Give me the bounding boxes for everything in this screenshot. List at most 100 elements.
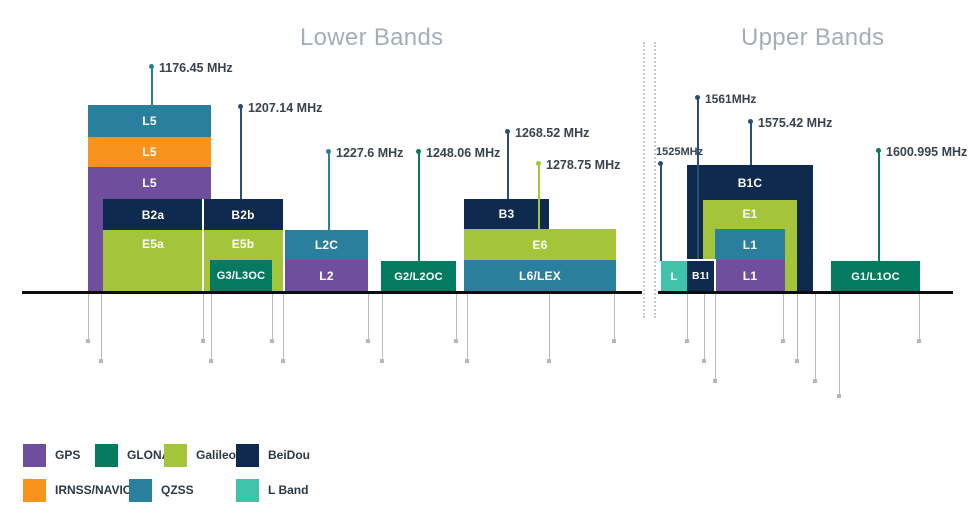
- lower-axis-baseline: [22, 291, 642, 294]
- freq-marker-label: 1278.75 MHz: [546, 158, 621, 172]
- axis-tick-line: [272, 294, 273, 341]
- band-block-qzss-l1: L1: [715, 229, 785, 260]
- freq-marker-dot: [505, 129, 510, 134]
- freq-marker-line: [538, 164, 540, 229]
- axis-tick-dot: [795, 359, 799, 363]
- axis-tick-dot: [917, 339, 921, 343]
- axis-tick-dot: [86, 339, 90, 343]
- band-block-qzss-l5: L5: [88, 105, 211, 137]
- legend-label-galileo: Galileo: [196, 448, 237, 462]
- axis-tick-dot: [380, 359, 384, 363]
- band-label-gps-l5: L5: [142, 176, 157, 190]
- axis-tick-dot: [270, 339, 274, 343]
- axis-tick-line: [919, 294, 920, 341]
- axis-tick-dot: [813, 379, 817, 383]
- band-block-beidou-b2b: B2b: [203, 199, 283, 230]
- axis-tick-dot: [685, 339, 689, 343]
- band-label-gps-l2: L2: [319, 269, 334, 283]
- band-block-gps-l2: L2: [285, 260, 368, 292]
- legend-swatch-beidou: [236, 444, 259, 467]
- band-block-glonass-g3: G3/L3OC: [210, 260, 272, 292]
- freq-marker-line: [697, 98, 699, 259]
- legend-label-lband: L Band: [268, 483, 309, 497]
- freq-marker-label: 1575.42 MHz: [758, 116, 833, 130]
- freq-marker-label: 1561MHz: [705, 92, 757, 106]
- freq-marker-label: 1600.995 MHz: [886, 145, 968, 159]
- axis-tick-dot: [454, 339, 458, 343]
- legend-swatch-qzss: [129, 479, 152, 502]
- band-label-galileo-e5a: E5a: [142, 237, 164, 251]
- lower-bands-title: Lower Bands: [300, 24, 444, 51]
- axis-tick-dot: [209, 359, 213, 363]
- legend-label-gps: GPS: [55, 448, 81, 462]
- band-block-galileo-e6: E6: [464, 229, 616, 260]
- band-label-beidou-b1c: B1C: [737, 176, 763, 190]
- freq-marker-dot: [326, 149, 331, 154]
- legend-swatch-gps: [23, 444, 46, 467]
- band-block-glonass-g2: G2/L2OC: [381, 261, 456, 292]
- band-label-beidou-b2a: B2a: [141, 207, 165, 222]
- freq-marker-label: 1227.6 MHz: [336, 146, 404, 160]
- axis-tick-line: [549, 294, 550, 361]
- scale-break-divider-left: [643, 42, 645, 318]
- axis-tick-line: [283, 294, 284, 361]
- axis-tick-line: [614, 294, 615, 341]
- axis-tick-line: [704, 294, 705, 361]
- legend-swatch-irnss: [23, 479, 46, 502]
- band-label-galileo-e5b: E5b: [231, 237, 255, 251]
- axis-tick-line: [467, 294, 468, 361]
- axis-tick-line: [839, 294, 840, 396]
- axis-tick-dot: [465, 359, 469, 363]
- axis-tick-line: [456, 294, 457, 341]
- axis-tick-line: [101, 294, 102, 361]
- axis-tick-line: [211, 294, 212, 361]
- band-block-galileo-e5a: E5a: [103, 230, 203, 292]
- band-block-lband-l: L: [661, 261, 687, 292]
- freq-marker-label: 1176.45 MHz: [159, 61, 233, 75]
- freq-marker-line: [328, 152, 330, 230]
- axis-tick-line: [88, 294, 89, 341]
- axis-tick-dot: [99, 359, 103, 363]
- freq-marker-dot: [695, 95, 700, 100]
- legend-label-beidou: BeiDou: [268, 448, 310, 462]
- axis-tick-dot: [612, 339, 616, 343]
- freq-marker-line: [151, 67, 153, 105]
- band-label-gps-l1: L1: [742, 269, 758, 283]
- freq-marker-label: 1207.14 MHz: [248, 101, 323, 115]
- legend-swatch-galileo: [164, 444, 187, 467]
- band-label-qzss-l1: L1: [742, 237, 758, 252]
- freq-marker-label: 1525MHz: [656, 146, 704, 158]
- band-label-beidou-b2b: B2b: [231, 207, 255, 222]
- band-label-beidou-b1i: B1I: [692, 269, 709, 282]
- band-block-beidou-b1i: B1I: [687, 259, 716, 292]
- band-label-qzss-l2c: L2C: [314, 238, 339, 252]
- band-block-qzss-l2c: L2C: [285, 230, 368, 260]
- band-label-glonass-g3: G3/L3OC: [216, 270, 266, 282]
- freq-marker-label: 1248.06 MHz: [426, 146, 501, 160]
- axis-tick-dot: [201, 339, 205, 343]
- axis-tick-dot: [713, 379, 717, 383]
- freq-marker-line: [660, 164, 662, 261]
- axis-tick-line: [382, 294, 383, 361]
- band-block-beidou-b2a: B2a: [103, 199, 203, 230]
- axis-tick-line: [203, 294, 204, 341]
- axis-tick-line: [715, 294, 716, 381]
- axis-tick-line: [368, 294, 369, 341]
- band-label-qzss-l5: L5: [142, 114, 157, 128]
- freq-marker-dot: [748, 119, 753, 124]
- axis-tick-dot: [702, 359, 706, 363]
- axis-tick-line: [687, 294, 688, 341]
- axis-tick-dot: [366, 339, 370, 343]
- band-block-beidou-b3: B3: [464, 199, 549, 229]
- axis-tick-line: [815, 294, 816, 381]
- upper-bands-title: Upper Bands: [741, 24, 885, 51]
- freq-marker-label: 1268.52 MHz: [515, 126, 590, 140]
- band-block-qzss-l6: L6/LEX: [464, 260, 616, 292]
- band-block-gps-l1: L1: [715, 260, 785, 292]
- freq-marker-line: [750, 122, 752, 165]
- axis-tick-dot: [837, 394, 841, 398]
- freq-marker-dot: [658, 161, 663, 166]
- axis-tick-dot: [281, 359, 285, 363]
- axis-tick-line: [783, 294, 784, 341]
